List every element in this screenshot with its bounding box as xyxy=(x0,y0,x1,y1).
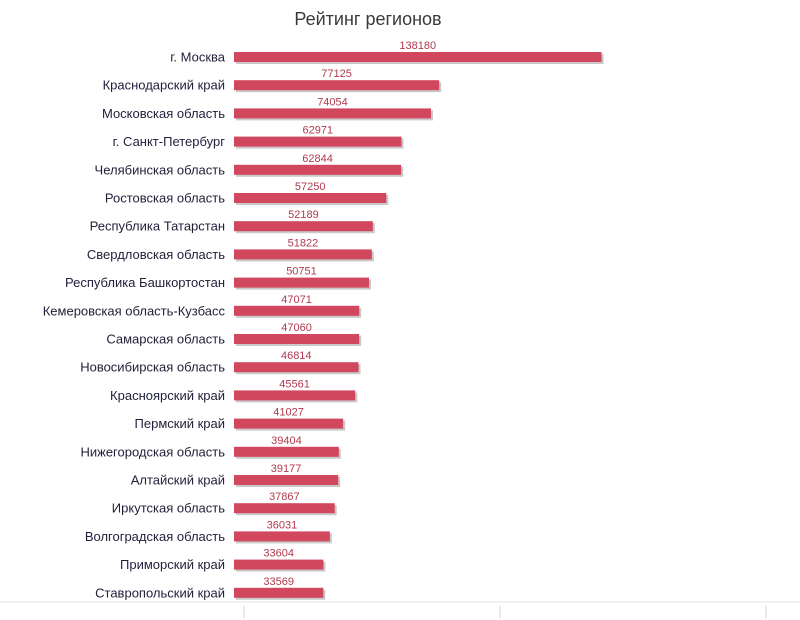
bar-row: Алтайский край 39177 xyxy=(131,463,341,488)
value-label: 33604 xyxy=(263,548,294,560)
bar xyxy=(234,503,335,514)
bar xyxy=(234,334,360,344)
value-label: 77125 xyxy=(321,68,352,80)
category-label: Свердловская область xyxy=(87,247,225,262)
bar-row: Республика Башкортостан 50751 xyxy=(65,266,371,290)
value-label: 39404 xyxy=(271,435,302,447)
bar xyxy=(234,193,387,203)
bar-row: Свердловская область 51822 xyxy=(87,237,374,262)
value-label: 47071 xyxy=(281,294,312,306)
value-label: 47060 xyxy=(281,322,312,334)
bar-row: Республика Татарстан 52189 xyxy=(90,209,375,234)
bar xyxy=(234,305,360,316)
value-label: 62971 xyxy=(302,125,333,137)
bar-row: Кемеровская область-Кузбасс 47071 xyxy=(43,294,362,318)
bar-row: Новосибирская область 46814 xyxy=(80,350,361,375)
bar-row: Челябинская область 62844 xyxy=(95,153,404,177)
bar-row: Московская область 74054 xyxy=(102,96,433,121)
value-label: 46814 xyxy=(281,350,312,362)
category-label: Краснодарский край xyxy=(103,78,225,93)
category-label: г. Санкт-Петербург xyxy=(113,134,226,149)
category-label: Ставропольский край xyxy=(95,585,225,600)
bar-row: Иркутская область 37867 xyxy=(112,491,337,516)
bar xyxy=(234,108,431,119)
category-label: Новосибирская область xyxy=(80,360,225,375)
category-label: Самарская область xyxy=(106,332,225,347)
category-label: Кемеровская область-Кузбасс xyxy=(43,303,226,318)
bar xyxy=(234,559,324,570)
category-label: Пермский край xyxy=(135,416,225,431)
value-label: 37867 xyxy=(269,491,300,503)
value-label: 52189 xyxy=(288,209,319,221)
value-label: 45561 xyxy=(279,378,310,390)
value-label: 57250 xyxy=(295,181,326,193)
value-label: 41027 xyxy=(273,407,304,419)
category-label: Волгоградская область xyxy=(85,529,225,544)
bar-row: Красноярский край 45561 xyxy=(110,378,358,403)
chart-title: Рейтинг регионов xyxy=(294,9,441,29)
bar xyxy=(234,249,372,260)
bar-row: Ставропольский край 33569 xyxy=(95,576,326,600)
category-label: Иркутская область xyxy=(112,501,225,516)
value-label: 39177 xyxy=(271,463,302,475)
bar xyxy=(234,418,344,429)
bars-layer: г. Москва 138180 Краснодарский край 77125 Мо… xyxy=(43,40,604,600)
bar-row: Пермский край 41027 xyxy=(135,407,346,431)
value-label: 33569 xyxy=(263,576,294,588)
category-label: Алтайский край xyxy=(131,473,225,488)
value-label: 74054 xyxy=(317,96,348,108)
bar xyxy=(234,475,339,485)
bar-row: Ростовская область 57250 xyxy=(105,181,389,206)
bar xyxy=(234,362,359,373)
value-label: 62844 xyxy=(302,153,333,165)
axis-layer xyxy=(0,601,800,618)
category-label: Московская область xyxy=(102,106,225,121)
bar xyxy=(234,446,339,457)
bar-row: Самарская область 47060 xyxy=(106,322,362,347)
category-label: Нижегородская область xyxy=(80,444,225,459)
bar-row: г. Москва 138180 xyxy=(170,40,604,65)
bar xyxy=(234,221,373,232)
bar xyxy=(234,531,330,542)
bar xyxy=(234,390,356,401)
value-label: 138180 xyxy=(399,40,436,52)
category-label: г. Москва xyxy=(170,50,226,65)
category-label: Приморский край xyxy=(120,557,225,572)
category-label: Ростовская область xyxy=(105,191,225,206)
value-label: 51822 xyxy=(288,237,319,249)
bar-row: Волгоградская область 36031 xyxy=(85,519,332,544)
bar xyxy=(234,136,402,147)
category-label: Челябинская область xyxy=(95,162,226,177)
category-label: Республика Башкортостан xyxy=(65,275,225,290)
bar-row: г. Санкт-Петербург 62971 xyxy=(113,125,404,149)
bar xyxy=(234,52,602,62)
category-label: Красноярский край xyxy=(110,388,225,403)
bar xyxy=(234,164,402,175)
bar-row: Краснодарский край 77125 xyxy=(103,68,442,93)
value-label: 50751 xyxy=(286,266,317,278)
bar xyxy=(234,587,324,598)
bar-row: Приморский край 33604 xyxy=(120,548,326,572)
bar xyxy=(234,80,440,91)
category-label: Республика Татарстан xyxy=(90,219,225,234)
bar xyxy=(234,277,369,288)
bar-row: Нижегородская область 39404 xyxy=(80,435,341,459)
value-label: 36031 xyxy=(267,519,298,531)
